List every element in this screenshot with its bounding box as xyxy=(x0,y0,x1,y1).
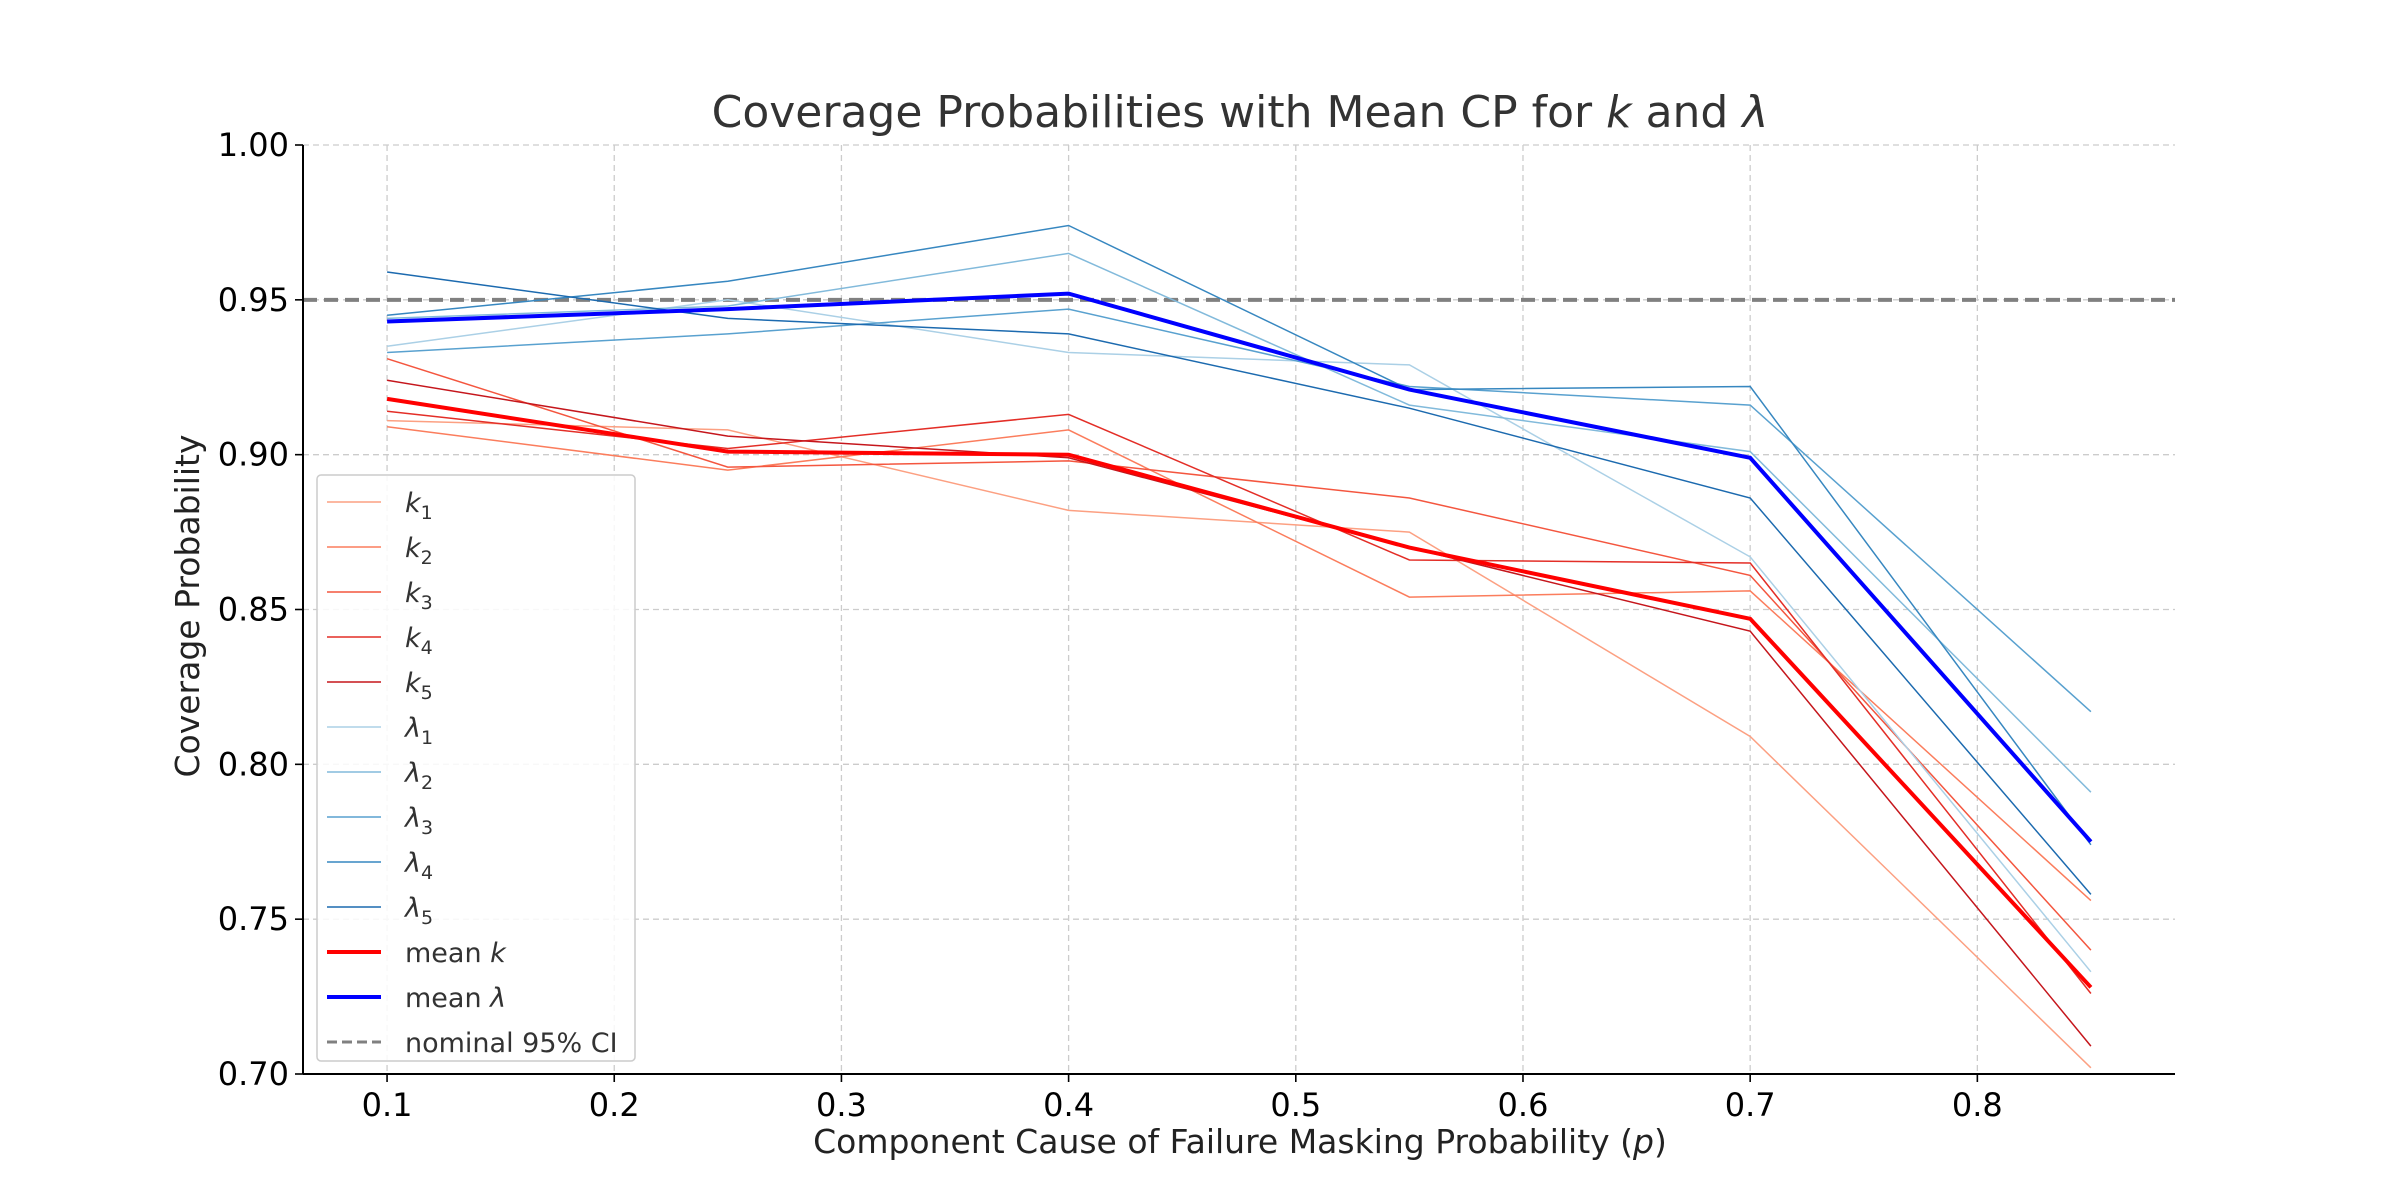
y-tick-label: 0.80 xyxy=(218,745,289,783)
legend-label: λ1 xyxy=(403,713,433,749)
x-tick-label: 0.2 xyxy=(589,1086,640,1124)
x-axis-label: Component Cause of Failure Masking Proba… xyxy=(813,1122,1667,1161)
y-tick-label: 0.75 xyxy=(218,900,289,938)
x-tick-label: 0.6 xyxy=(1498,1086,1549,1124)
chart-title: Coverage Probabilities with Mean CP for … xyxy=(712,87,1769,138)
series-line-lambda-3 xyxy=(387,308,2092,713)
y-axis-label: Coverage Probability xyxy=(168,434,207,777)
series-line-mean-k xyxy=(386,396,2093,989)
x-tick-label: 0.1 xyxy=(362,1086,413,1124)
legend-label: λ5 xyxy=(403,893,433,929)
series-line-mean-lambda xyxy=(387,291,2093,844)
x-tick-label: 0.4 xyxy=(1043,1086,1094,1124)
legend-label: λ4 xyxy=(403,848,433,884)
y-tick-label: 0.85 xyxy=(218,591,289,629)
legend-label: λ3 xyxy=(403,803,433,839)
series-line-k-2 xyxy=(387,426,2092,902)
legend-label: k2 xyxy=(405,533,433,569)
legend-box xyxy=(316,474,636,1062)
legend-label: mean k xyxy=(405,938,507,969)
series-layer xyxy=(386,224,2093,1069)
x-tick-label: 0.3 xyxy=(816,1086,867,1124)
x-tick-label: 0.8 xyxy=(1952,1086,2003,1124)
x-tick-label: 0.5 xyxy=(1270,1086,1321,1124)
series-line-lambda-4 xyxy=(387,224,2092,846)
series-line-k-1 xyxy=(387,419,2092,1069)
legend-label: nominal 95% CI xyxy=(405,1028,618,1059)
legend-label: k1 xyxy=(405,488,433,524)
legend-label: k4 xyxy=(405,623,433,659)
x-tick-label: 0.7 xyxy=(1725,1086,1776,1124)
legend-label: mean λ xyxy=(405,983,506,1014)
series-line-lambda-2 xyxy=(387,252,2092,793)
series-line-k-3 xyxy=(386,357,2092,951)
legend: k1 k2 k3 k4 k5 λ1 λ2 λ3 λ4 λ5 mean k mean λ nominal … xyxy=(316,474,636,1062)
y-tick-label: 0.70 xyxy=(218,1055,289,1093)
legend-label: λ2 xyxy=(403,758,433,794)
axes: 0.1 0.2 0.3 0.4 0.5 0.6 0.7 0.8 0.70 0.75 0.80 0.85… xyxy=(218,126,2175,1124)
legend-label: k3 xyxy=(405,578,433,614)
y-tick-label: 0.95 xyxy=(218,281,289,319)
y-tick-label: 0.90 xyxy=(218,436,289,474)
legend-label: k5 xyxy=(405,668,433,704)
y-tick-label: 1.00 xyxy=(218,126,289,164)
